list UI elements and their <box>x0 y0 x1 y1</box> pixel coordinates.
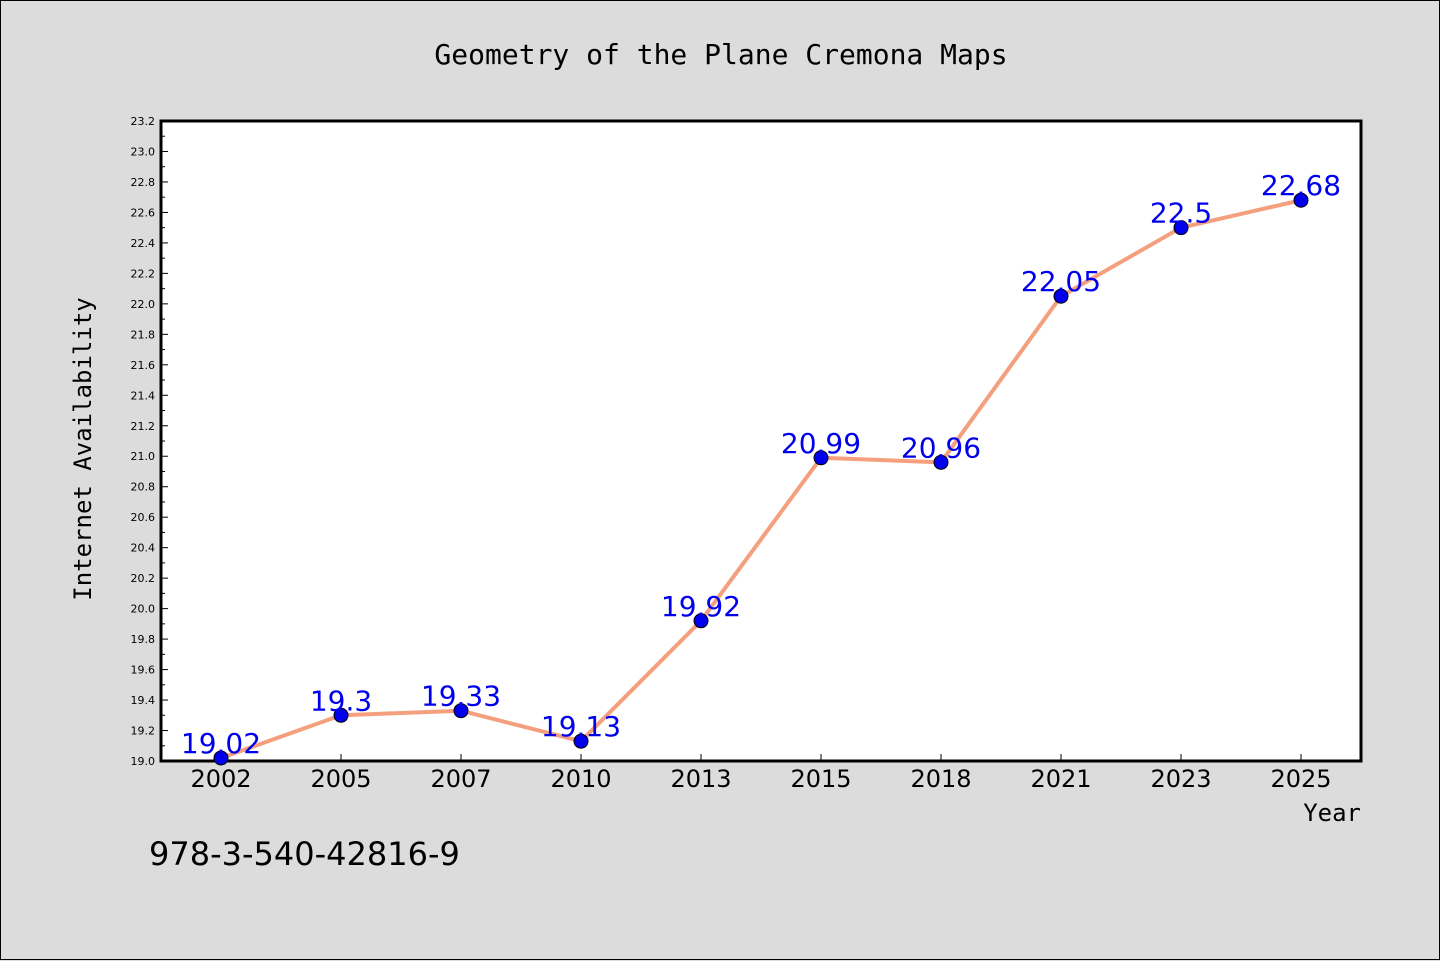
x-axis-label: Year <box>1303 799 1361 827</box>
y-tick-label: 19.6 <box>131 664 156 677</box>
y-tick-label: 22.0 <box>131 298 156 311</box>
data-label: 20.96 <box>901 431 981 464</box>
x-axis: 2002 2005 2007 2010 2013 2015 2018 2021 2023 2025 <box>190 754 1332 793</box>
isbn-annotation: 978-3-540-42816-9 <box>149 835 460 873</box>
y-tick-label: 22.4 <box>131 237 156 250</box>
data-point-marker <box>573 733 589 749</box>
y-tick-label: 19.2 <box>131 725 156 738</box>
data-point-marker <box>1173 220 1189 236</box>
x-tick-label: 2023 <box>1150 765 1211 793</box>
plot-area <box>159 119 1363 763</box>
series-line-group <box>213 192 1309 766</box>
data-label: 19.3 <box>310 684 372 717</box>
y-tick-label: 20.6 <box>131 511 156 524</box>
y-tick-label: 22.8 <box>131 176 156 189</box>
data-label: 19.92 <box>661 590 741 623</box>
x-tick-label: 2002 <box>190 765 251 793</box>
x-tick-label: 2007 <box>430 765 491 793</box>
y-tick-label: 19.0 <box>131 755 156 768</box>
y-tick-label: 23.0 <box>131 145 156 158</box>
data-point-marker <box>1053 288 1069 304</box>
y-tick-label: 23.2 <box>131 115 156 128</box>
y-tick-label: 20.4 <box>131 542 156 555</box>
x-tick-label: 2018 <box>910 765 971 793</box>
data-point-marker <box>1293 192 1309 208</box>
x-tick-label: 2010 <box>550 765 611 793</box>
data-point-marker <box>693 613 709 629</box>
y-tick-label: 21.4 <box>131 389 156 402</box>
data-point-marker <box>213 750 229 766</box>
y-tick-label: 21.0 <box>131 450 156 463</box>
y-axis: 19.0 19.2 19.4 19.6 19.8 20.0 20.2 20.4 20.6 20.8… <box>131 115 168 768</box>
x-tick-label: 2021 <box>1030 765 1091 793</box>
x-tick-label: 2025 <box>1270 765 1331 793</box>
x-tick-label: 2005 <box>310 765 371 793</box>
data-point-marker <box>813 450 829 466</box>
data-point-marker <box>933 454 949 470</box>
y-tick-label: 21.6 <box>131 359 156 372</box>
y-tick-label: 19.8 <box>131 633 156 646</box>
data-label: 22.68 <box>1261 169 1341 202</box>
y-tick-label: 20.2 <box>131 572 156 585</box>
data-label: 20.99 <box>781 427 861 460</box>
y-tick-label: 21.8 <box>131 328 156 341</box>
series-line <box>219 198 1303 760</box>
data-label: 22.05 <box>1021 265 1101 298</box>
data-label: 19.33 <box>421 680 501 713</box>
y-tick-label: 22.2 <box>131 267 156 280</box>
data-label-group: 19.02 19.3 19.33 19.13 19.92 20.99 20.96 22.05 2… <box>181 169 1341 760</box>
data-label: 19.13 <box>541 710 621 743</box>
chart-title: Geometry of the Plane Cremona Maps <box>434 38 1007 71</box>
data-label: 19.02 <box>181 727 261 760</box>
data-label: 22.5 <box>1150 197 1212 230</box>
x-tick-label: 2013 <box>670 765 731 793</box>
y-tick-label: 20.8 <box>131 481 156 494</box>
y-tick-label: 19.4 <box>131 694 156 707</box>
data-point-marker <box>333 707 349 723</box>
y-tick-label: 22.6 <box>131 206 156 219</box>
y-axis-label: Internet Availability <box>69 297 97 600</box>
y-tick-label: 20.0 <box>131 603 156 616</box>
data-point-marker <box>453 703 469 719</box>
x-tick-label: 2015 <box>790 765 851 793</box>
y-tick-label: 21.2 <box>131 420 156 433</box>
